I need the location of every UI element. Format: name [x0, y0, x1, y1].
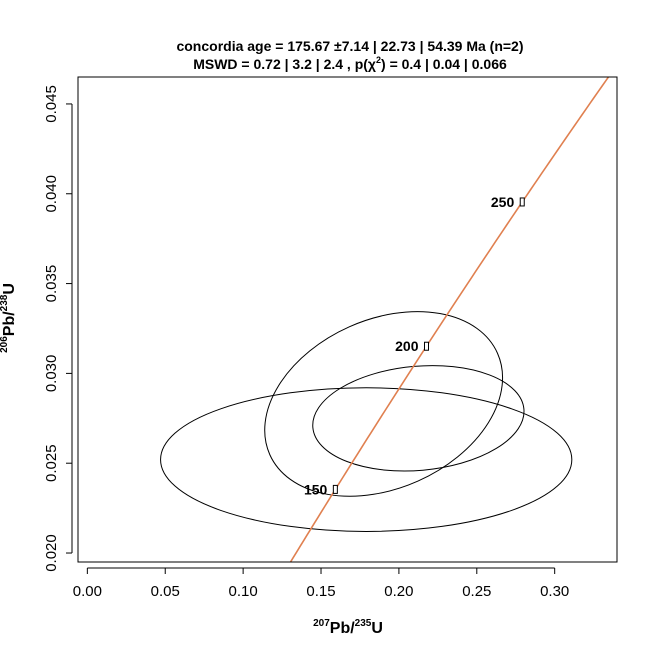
- y-tick-label: 0.045: [43, 85, 60, 123]
- concordia-layer: [289, 77, 610, 562]
- y-tick-label: 0.030: [43, 355, 60, 393]
- x-tick-label: 0.10: [229, 583, 258, 600]
- x-tick-label: 0.05: [151, 583, 180, 600]
- age-label-200: 200: [395, 338, 419, 354]
- age-label-150: 150: [304, 481, 328, 497]
- error-ellipse-1: [264, 311, 504, 497]
- y-tick-label: 0.020: [43, 534, 60, 572]
- y-label-sup1: 206: [0, 336, 10, 353]
- y-axis-label: 206Pb/238U: [0, 283, 18, 353]
- x-axis-label: 207Pb/235U: [313, 618, 383, 637]
- y-label-main2: U: [1, 283, 18, 295]
- age-marker-150: [332, 484, 338, 494]
- y-axis: 0.020 0.025 0.030 0.035 0.040 0.045: [43, 85, 73, 572]
- title-line2-sup: 2: [376, 55, 381, 65]
- y-tick-label: 0.040: [43, 175, 60, 213]
- x-tick-label: 0.20: [384, 583, 413, 600]
- concordia-curve: [289, 77, 610, 562]
- title-line2-suffix: ) = 0.4 | 0.04 | 0.066: [381, 56, 507, 72]
- age-label-250: 250: [491, 194, 515, 210]
- x-label-sup2: 235: [355, 618, 372, 629]
- y-label-main1: Pb/: [1, 311, 18, 336]
- title-line2-prefix: MSWD = 0.72 | 3.2 | 2.4 , p(χ: [193, 56, 376, 72]
- plot-frame: [77, 76, 618, 563]
- chart-title-line2: MSWD = 0.72 | 3.2 | 2.4 , p(χ2) = 0.4 | …: [193, 55, 507, 72]
- x-tick-label: 0.15: [306, 583, 335, 600]
- x-tick-label: 0.25: [462, 583, 491, 600]
- x-label-main1: Pb/: [330, 620, 355, 637]
- y-label-sup2: 238: [0, 294, 10, 311]
- x-tick-label: 0.30: [540, 583, 569, 600]
- chart-title-line1: concordia age = 175.67 ±7.14 | 22.73 | 5…: [176, 38, 523, 54]
- age-marker-200: [423, 341, 429, 351]
- age-markers-layer: 150 200 250: [304, 194, 525, 497]
- x-label-sup1: 207: [313, 618, 330, 629]
- y-tick-label: 0.035: [43, 265, 60, 303]
- error-ellipse-3: [160, 387, 573, 532]
- age-marker-250: [519, 197, 525, 207]
- x-label-main2: U: [371, 620, 383, 637]
- y-tick-label: 0.025: [43, 444, 60, 482]
- plot-region: 150 200 250: [77, 76, 618, 563]
- x-axis: 0.00 0.05 0.10 0.15 0.20 0.25 0.30: [73, 567, 569, 600]
- x-tick-label: 0.00: [73, 583, 102, 600]
